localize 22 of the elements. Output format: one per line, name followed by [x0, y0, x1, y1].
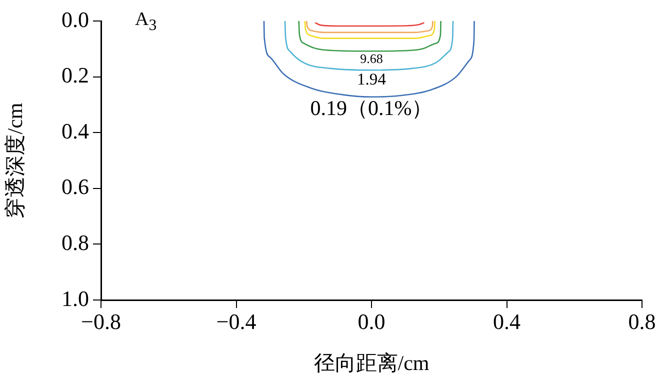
x-tick-label: −0.8 [81, 308, 121, 334]
annotation: A$_{3}$ [135, 9, 157, 35]
x-axis-title: 径向距离/cm [314, 350, 430, 375]
series-label: 1.94 [357, 70, 386, 89]
y-tick-label: 0.8 [62, 230, 89, 255]
line-series [304, 21, 436, 39]
x-tick-label: −0.4 [216, 308, 256, 334]
y-tick-label: 1.0 [62, 286, 89, 311]
x-tick-label: 0.0 [358, 308, 386, 334]
series-label: 9.68 [360, 51, 383, 66]
y-tick-label: 0.2 [62, 62, 89, 88]
line-series [298, 21, 442, 52]
y-axis-title: 穿透深度/cm [3, 102, 28, 218]
line-series [306, 21, 434, 34]
series-label: 0.19（0.1%） [310, 96, 433, 120]
x-tick-label: 0.8 [628, 308, 656, 334]
y-tick-label: 0.4 [62, 118, 89, 144]
line-series [263, 21, 475, 98]
line-series [284, 21, 454, 71]
y-tick-label: 0.6 [62, 174, 89, 200]
x-tick-label: 0.4 [493, 308, 520, 334]
y-tick-label: 0.0 [62, 6, 89, 32]
